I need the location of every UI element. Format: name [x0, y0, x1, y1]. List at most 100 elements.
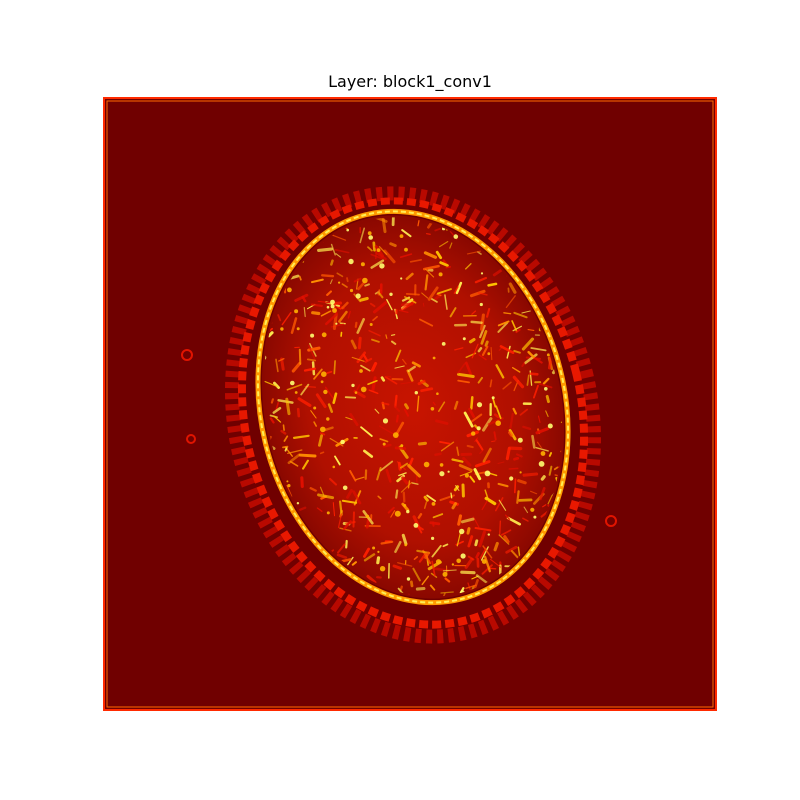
texture-stroke — [449, 307, 457, 318]
texture-stroke — [429, 521, 441, 526]
texture-dot — [400, 277, 403, 280]
texture-stroke — [423, 501, 428, 509]
texture-dot — [509, 476, 514, 481]
texture-stroke — [350, 339, 357, 350]
texture-stroke — [490, 347, 493, 361]
texture-stroke — [419, 318, 434, 327]
texture-stroke — [474, 276, 487, 284]
texture-dot — [481, 559, 487, 564]
texture-stroke — [404, 403, 409, 410]
texture-stroke — [535, 427, 550, 435]
texture-stroke — [417, 379, 426, 386]
texture-stroke — [464, 557, 474, 569]
texture-stroke — [378, 245, 388, 256]
texture-dot — [280, 327, 284, 331]
texture-stroke — [381, 217, 387, 234]
texture-stroke — [522, 517, 529, 522]
texture-stroke — [467, 535, 474, 548]
texture-stroke — [422, 264, 440, 271]
texture-stroke — [425, 268, 435, 278]
texture-dot — [326, 417, 330, 421]
texture-stroke — [499, 520, 501, 535]
texture-stroke — [465, 262, 472, 270]
texture-dot — [540, 451, 546, 456]
texture-stroke — [372, 316, 378, 321]
texture-stroke — [502, 381, 512, 390]
texture-stroke — [380, 376, 386, 382]
texture-stroke — [334, 249, 350, 254]
texture-stroke — [267, 331, 274, 338]
texture-stroke — [356, 351, 367, 364]
texture-stroke — [326, 290, 332, 296]
texture-stroke — [480, 330, 488, 345]
texture-dot — [435, 559, 442, 565]
texture-stroke — [411, 482, 419, 485]
texture-stroke — [315, 393, 327, 409]
texture-stroke — [345, 416, 353, 421]
texture-stroke — [376, 556, 381, 565]
texture-dot — [519, 471, 522, 474]
texture-stroke — [405, 272, 414, 281]
heatmap-axes — [103, 97, 717, 711]
texture-stroke — [277, 314, 282, 322]
texture-stroke — [341, 499, 358, 504]
texture-stroke — [363, 449, 374, 458]
texture-stroke — [513, 456, 520, 461]
texture-stroke — [542, 377, 550, 385]
texture-stroke — [545, 394, 550, 404]
texture-stroke — [360, 364, 371, 372]
texture-stroke — [352, 490, 362, 505]
texture-stroke — [390, 510, 396, 518]
texture-stroke — [497, 461, 505, 464]
texture-stroke — [329, 279, 333, 285]
texture-stroke — [471, 343, 479, 359]
texture-dot — [453, 234, 459, 239]
texture-stroke — [466, 527, 471, 535]
texture-stroke — [515, 328, 521, 334]
texture-stroke — [458, 463, 473, 472]
texture-stroke — [531, 434, 536, 449]
texture-dot — [321, 332, 327, 338]
texture-stroke — [511, 320, 518, 333]
texture-stroke — [275, 401, 279, 411]
texture-stroke — [521, 362, 526, 368]
texture-stroke — [450, 492, 453, 499]
texture-stroke — [457, 379, 470, 384]
texture-stroke — [409, 258, 422, 263]
texture-stroke — [372, 241, 376, 252]
texture-stroke — [500, 529, 512, 536]
texture-dot — [379, 566, 386, 572]
texture-dot — [423, 461, 430, 468]
texture-stroke — [390, 334, 396, 336]
texture-stroke — [272, 381, 281, 390]
skull-halo — [237, 197, 589, 629]
texture-stroke — [356, 318, 366, 334]
texture-stroke — [341, 283, 348, 288]
texture-stroke — [282, 424, 285, 431]
texture-stroke — [278, 358, 285, 362]
texture-stroke — [481, 564, 493, 575]
texture-dot — [547, 423, 553, 429]
texture-stroke — [493, 541, 499, 552]
speck-left-2 — [186, 434, 196, 444]
texture-stroke — [409, 580, 414, 588]
texture-stroke — [460, 517, 475, 524]
texture-stroke — [347, 310, 351, 319]
texture-stroke — [364, 357, 373, 363]
texture-dot — [372, 546, 376, 550]
texture-stroke — [363, 553, 376, 562]
texture-stroke — [487, 282, 498, 287]
texture-stroke — [324, 312, 339, 326]
texture-stroke — [332, 392, 338, 405]
texture-dot — [530, 507, 535, 512]
texture-dot — [362, 277, 368, 284]
texture-stroke — [272, 406, 282, 414]
texture-stroke — [313, 421, 317, 427]
texture-stroke — [513, 349, 521, 354]
texture-dot — [359, 369, 363, 373]
texture-stroke — [416, 395, 420, 412]
texture-stroke — [455, 281, 463, 295]
texture-stroke — [319, 432, 326, 436]
texture-stroke — [394, 365, 405, 369]
texture-stroke — [466, 444, 474, 449]
